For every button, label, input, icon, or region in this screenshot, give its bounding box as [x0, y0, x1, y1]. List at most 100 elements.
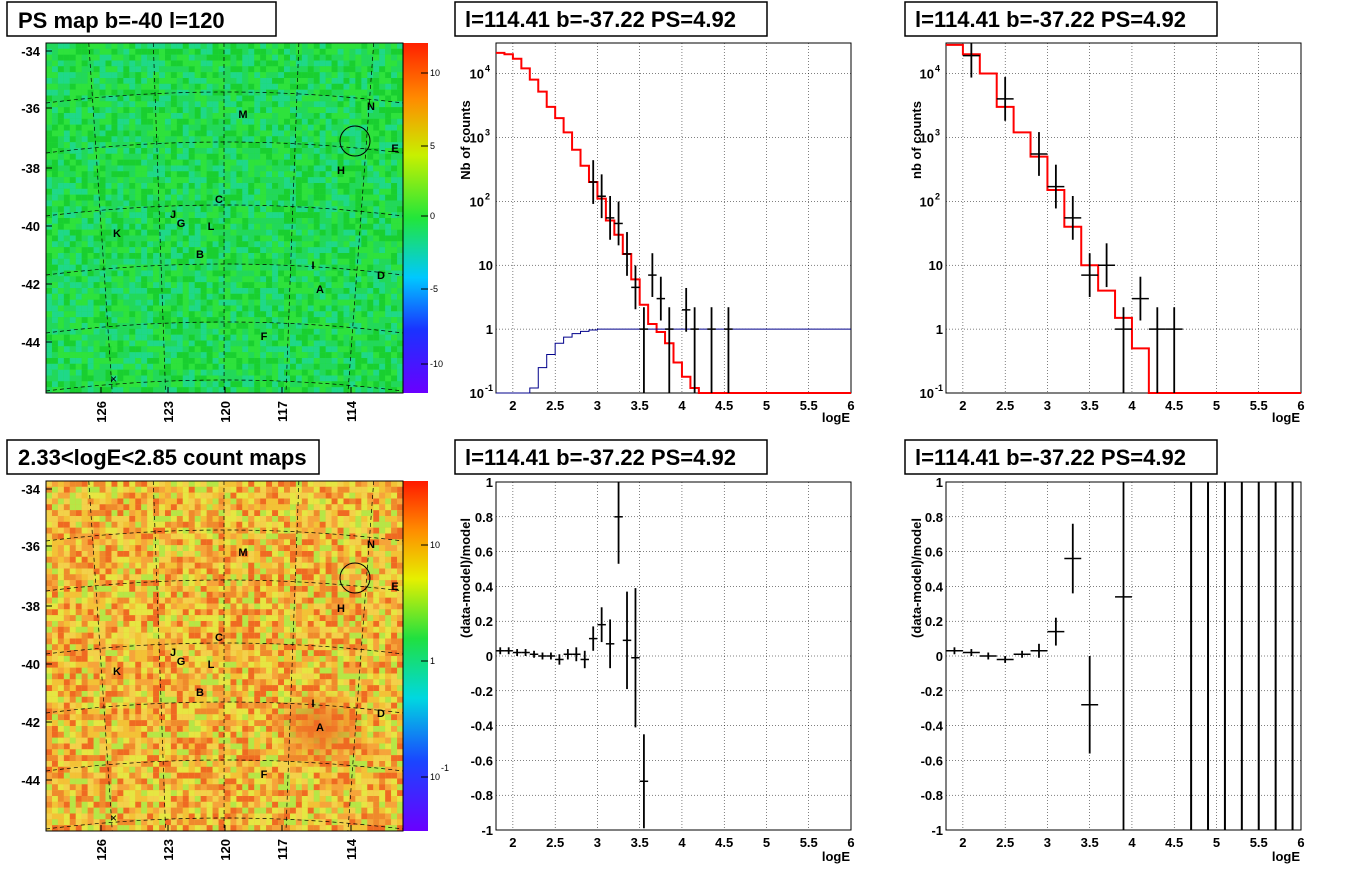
m1-pixel [373, 113, 380, 119]
m1-pixel [325, 369, 332, 376]
m1-pixel [361, 113, 368, 119]
m2-pixel [99, 556, 106, 563]
m1-pixel [105, 241, 112, 248]
m1-pixel [349, 148, 356, 154]
m1-pixel [254, 387, 261, 394]
m1-pixel [301, 381, 308, 388]
m2-pixel [165, 603, 171, 610]
m1-pixel [212, 107, 219, 114]
m1-pixel [170, 142, 177, 149]
m1-pixel [391, 293, 398, 300]
m1-pixel [385, 148, 392, 154]
m1-pixel [361, 223, 368, 230]
m1-pixel [284, 346, 290, 353]
m1-pixel [307, 247, 314, 254]
m1-pixel [290, 136, 296, 143]
m1-pixel [278, 83, 285, 90]
m1-pixel [147, 212, 154, 219]
m1-pixel [123, 311, 130, 318]
m2-pixel [159, 504, 166, 511]
m1-pixel [343, 130, 350, 137]
m2-pixel [69, 772, 76, 779]
m1-pixel [313, 311, 320, 318]
m2-pixel [75, 796, 82, 802]
m1-pixel [331, 78, 338, 84]
m2-pixel [52, 551, 58, 557]
m1-pixel [343, 387, 350, 394]
m2-pixel [105, 667, 112, 674]
m1-pixel [200, 258, 207, 265]
m2-pixel [123, 761, 130, 767]
m1-pixel [343, 369, 350, 376]
m1-pixel [188, 159, 195, 166]
m2-pixel [105, 685, 112, 692]
m1-pixel [75, 299, 82, 306]
m1-pixel [373, 148, 380, 154]
m2-pixel [135, 650, 142, 657]
m1-pixel [272, 206, 279, 213]
m1-pixel [260, 334, 267, 341]
m1-pixel [248, 142, 255, 149]
m2-pixel [147, 720, 154, 727]
m1-pixel [200, 48, 207, 55]
m1-pixel [278, 358, 285, 364]
m1-pixel [379, 381, 386, 388]
m1-pixel [69, 89, 76, 96]
m1-pixel [266, 334, 273, 341]
m1-pixel [242, 165, 249, 172]
m1-pixel [278, 270, 285, 277]
m1-pixel [165, 346, 171, 353]
m2-pixel [46, 539, 52, 546]
m1-pixel [319, 282, 326, 289]
m1-pixel [248, 200, 255, 207]
m1-pixel [159, 142, 166, 149]
m1-pixel [319, 188, 326, 195]
m1-pixel [307, 323, 314, 329]
m1-pixel [212, 124, 219, 131]
m1-pixel [93, 177, 100, 184]
m1-pixel [69, 212, 76, 219]
m2-pixel [111, 597, 118, 604]
m1-pixel [260, 66, 267, 73]
m1-pixel [176, 188, 183, 195]
m2-pixel [75, 661, 82, 668]
m1-pixel [236, 171, 243, 178]
m1-pixel [170, 83, 177, 90]
m2-pixel [57, 644, 64, 651]
m2-pixel [117, 481, 124, 487]
m2-pixel [105, 813, 112, 820]
m1-pixel [111, 247, 118, 254]
m1-pixel [87, 60, 94, 67]
m1-pixel [99, 270, 106, 277]
m1-pixel [313, 352, 320, 359]
m1-pixel [129, 369, 136, 376]
m1-pixel [278, 369, 285, 376]
m1-pixel [319, 334, 326, 341]
m1-pixel [236, 218, 243, 224]
m1-pixel [218, 375, 225, 382]
m1-pixel [99, 223, 106, 230]
m1-pixel [93, 363, 100, 370]
m2-pixel [117, 766, 124, 773]
m1-pixel [159, 363, 166, 370]
source-label-h: H [337, 165, 345, 177]
m1-pixel [254, 328, 261, 335]
m2-pixel [165, 586, 171, 592]
m1-pixel [242, 148, 249, 154]
m1-pixel [343, 381, 350, 388]
m1-pixel [165, 253, 171, 259]
m2-pixel [111, 551, 118, 557]
m1-pixel [99, 334, 106, 341]
m1-pixel [206, 212, 213, 219]
m1-pixel [135, 293, 142, 300]
m2-pixel [57, 673, 64, 680]
m2-pixel [117, 527, 124, 534]
m1-pixel [52, 148, 58, 154]
m2-pixel [69, 574, 76, 581]
m2-pixel [170, 737, 177, 744]
m1-pixel [182, 282, 189, 289]
m2-pixel [99, 737, 106, 744]
m1-pixel [230, 235, 237, 242]
m1-pixel [349, 305, 356, 312]
m1-pixel [301, 218, 308, 224]
